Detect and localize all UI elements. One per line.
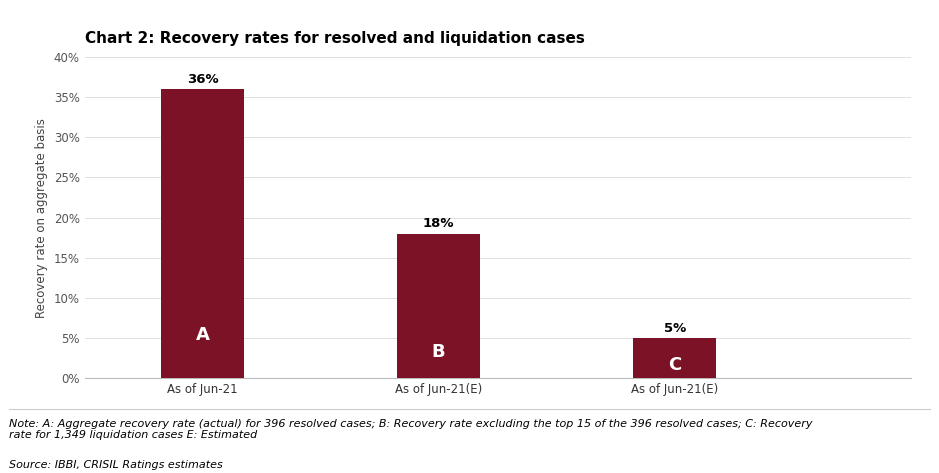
- Text: B: B: [432, 343, 445, 361]
- Y-axis label: Recovery rate on aggregate basis: Recovery rate on aggregate basis: [35, 118, 48, 317]
- Text: Chart 2: Recovery rates for resolved and liquidation cases: Chart 2: Recovery rates for resolved and…: [85, 31, 584, 46]
- Text: C: C: [669, 356, 682, 374]
- Bar: [634, 338, 716, 378]
- Text: 5%: 5%: [664, 322, 685, 335]
- Text: 18%: 18%: [423, 218, 454, 230]
- Bar: [397, 234, 480, 378]
- Text: A: A: [195, 326, 209, 344]
- Text: Source: IBBI, CRISIL Ratings estimates: Source: IBBI, CRISIL Ratings estimates: [9, 460, 223, 470]
- Text: 36%: 36%: [187, 73, 219, 86]
- Bar: [162, 89, 244, 378]
- Text: Note: A: Aggregate recovery rate (actual) for 396 resolved cases; B: Recovery ra: Note: A: Aggregate recovery rate (actual…: [9, 419, 813, 440]
